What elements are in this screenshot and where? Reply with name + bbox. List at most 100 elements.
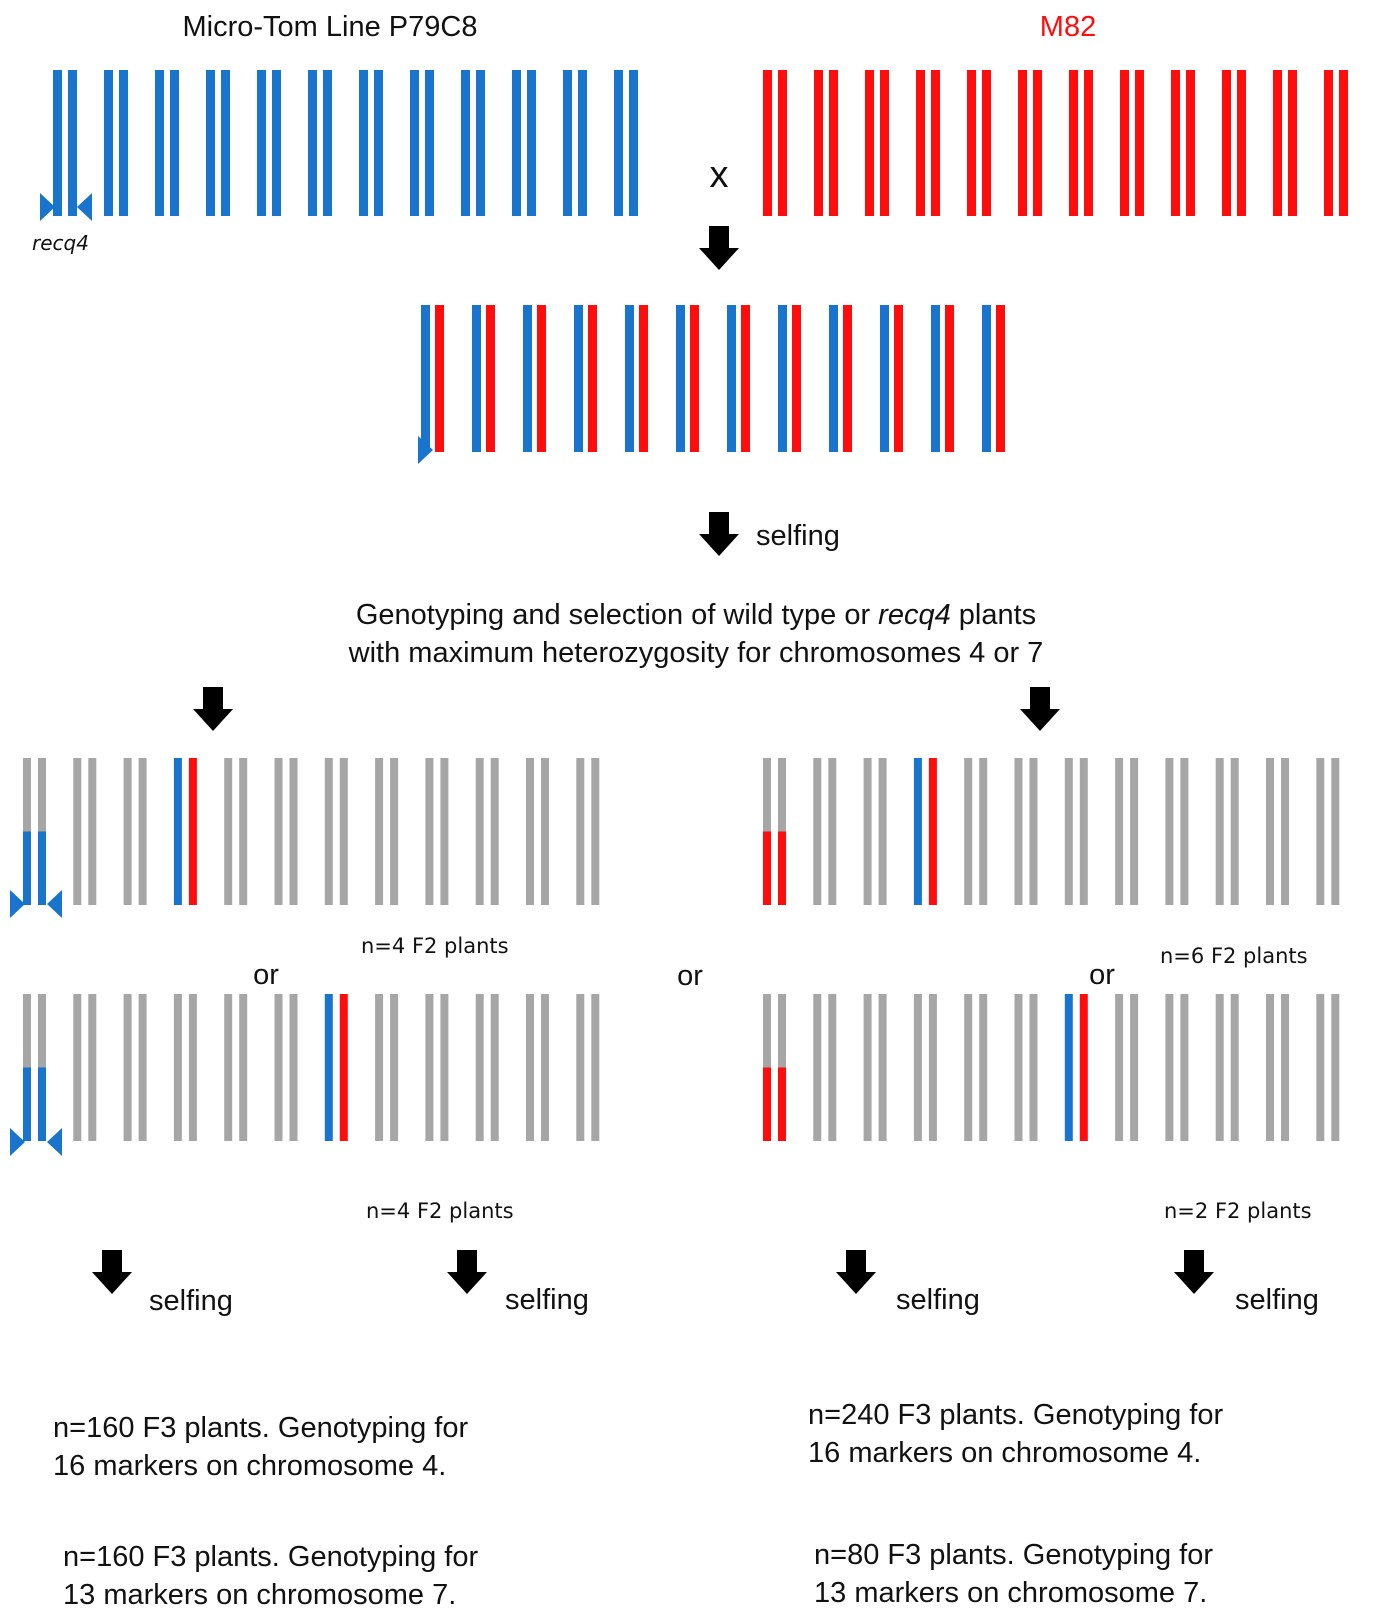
arrow-down-selfing-1 [92, 1250, 132, 1294]
selection-text-part-a: Genotyping and selection of wild type or [356, 599, 878, 631]
chromosome-5-homolog-b [982, 70, 991, 216]
chromosome-6-homolog-a [1014, 758, 1023, 905]
arrow-down-right-selection [1020, 687, 1060, 731]
microtom-parent-title: Micro-Tom Line P79C8 [183, 11, 478, 43]
chromosome-8-homolog-b [1130, 758, 1139, 905]
chromosome-12-homolog-b [591, 994, 600, 1141]
chromosome-2-homolog-a [813, 994, 822, 1141]
chromosome-11-homolog-b [1281, 994, 1289, 1141]
chromosome-3-homolog-a [863, 758, 872, 905]
chromosome-7-homolog-a [1069, 70, 1078, 216]
selection-text-part-b: plants [951, 599, 1036, 631]
chromosome-4-homolog-a [173, 758, 182, 905]
chromosome-4-homolog-a [916, 70, 925, 216]
chromosome-5-homolog-b [239, 758, 248, 905]
chromosome-4-homolog-a [173, 994, 182, 1141]
chromosome-2-homolog-a [73, 758, 82, 905]
f1-hybrid-chromosome-set [421, 305, 1005, 452]
chromosome-2-homolog-a [104, 70, 113, 216]
f3-left-bottom-line1: n=160 F3 plants. Genotyping for [63, 1541, 478, 1573]
or-label-left: or [253, 959, 279, 991]
chromosome-3-homolog-b [537, 305, 546, 452]
f2-bottom-recq4-marker-left-triangle [47, 1128, 62, 1156]
chromosome-1-homolog-b [68, 70, 77, 216]
chromosome-5-homolog-a [625, 305, 634, 452]
chromosome-8-homolog-a [1120, 70, 1129, 216]
f2-recq4-chr7-chromosome-set [23, 994, 600, 1141]
chromosome-3-homolog-a [523, 305, 532, 452]
chromosome-8-homolog-a [410, 70, 419, 216]
chromosome-8-homolog-a [1115, 758, 1124, 905]
chromosome-1-homolog-b-segment-2 [38, 831, 46, 905]
chromosome-5-homolog-a [964, 758, 973, 905]
chromosome-8-homolog-b [425, 70, 434, 216]
chromosome-11-homolog-b [1288, 70, 1297, 216]
chromosome-1-homolog-b-segment-1 [38, 994, 46, 1068]
chromosome-1-homolog-a-segment-1 [23, 758, 31, 832]
chromosome-12-homolog-a [576, 758, 585, 905]
chromosome-1-homolog-a [421, 305, 430, 452]
chromosome-4-homolog-a [574, 305, 583, 452]
chromosome-12-homolog-b [996, 305, 1005, 452]
f2-recq4-chr4-chromosome-set [23, 758, 600, 905]
chromosome-12-homolog-b [1339, 70, 1348, 216]
chromosome-1-homolog-a-segment-1 [763, 758, 771, 832]
chromosome-9-homolog-b [476, 70, 485, 216]
arrow-down-selfing-3 [836, 1250, 876, 1294]
chromosome-11-homolog-b [541, 994, 549, 1141]
chromosome-1-homolog-a-segment-2 [763, 831, 771, 905]
chromosome-10-homolog-b [1230, 994, 1239, 1141]
chromosome-2-homolog-b [829, 70, 838, 216]
selfing-label-3: selfing [896, 1284, 980, 1316]
flow-arrows [92, 226, 1214, 1294]
chromosome-7-homolog-a [324, 994, 333, 1141]
chromosome-8-homolog-b [1135, 70, 1144, 216]
chromosome-12-homolog-a [576, 994, 585, 1141]
chromosome-9-homolog-b [440, 994, 449, 1141]
chromosome-11-homolog-b [945, 305, 954, 452]
f2-left-top-count: n=4 F2 plants [361, 934, 509, 958]
selfing-label-4: selfing [1235, 1284, 1319, 1316]
chromosome-1-homolog-a [763, 70, 772, 216]
chromosome-11-homolog-b [541, 758, 549, 905]
chromosome-4-homolog-b [221, 70, 230, 216]
chromosome-9-homolog-a [425, 758, 434, 905]
chromosome-1-homolog-a-segment-2 [23, 831, 31, 905]
chromosome-2-homolog-a [814, 70, 823, 216]
chromosome-1-homolog-b-segment-1 [778, 758, 786, 832]
f3-right-top-line2: 16 markers on chromosome 4. [808, 1437, 1201, 1469]
f2-wildtype-chr7-chromosome-set [763, 994, 1340, 1141]
chromosome-2-homolog-b [119, 70, 128, 216]
chromosome-12-homolog-b [1331, 758, 1340, 905]
recq4-marker-left-triangle [77, 193, 92, 221]
chromosome-8-homolog-a [778, 305, 787, 452]
cross-symbol: x [710, 154, 729, 196]
chromosome-4-homolog-b [188, 994, 197, 1141]
chromosome-11-homolog-a [1266, 994, 1274, 1141]
f2-right-bottom-count: n=2 F2 plants [1164, 1199, 1312, 1223]
chromosome-6-homolog-b [690, 305, 699, 452]
f3-left-top-line2: 16 markers on chromosome 4. [53, 1450, 446, 1482]
chromosome-11-homolog-b [1281, 758, 1289, 905]
chromosome-10-homolog-b [527, 70, 536, 216]
chromosome-4-homolog-b [931, 70, 940, 216]
chromosome-5-homolog-b [979, 758, 988, 905]
chromosome-5-homolog-b [979, 994, 988, 1141]
chromosome-1-homolog-a-segment-1 [23, 994, 31, 1068]
chromosome-3-homolog-a [155, 70, 164, 216]
chromosome-10-homolog-a [1215, 994, 1224, 1141]
chromosome-5-homolog-a [257, 70, 266, 216]
arrow-down-selfing-4 [1174, 1250, 1214, 1294]
chromosome-11-homolog-a [931, 305, 940, 452]
chromosome-7-homolog-b [1084, 70, 1093, 216]
chromosome-6-homolog-b [289, 994, 298, 1141]
chromosome-6-homolog-b [323, 70, 332, 216]
chromosome-3-homolog-a [123, 758, 132, 905]
selfing-label-1: selfing [149, 1285, 233, 1317]
chromosome-7-homolog-b [741, 305, 750, 452]
chromosome-7-homolog-b [374, 70, 383, 216]
chromosome-5-homolog-a [224, 994, 233, 1141]
chromosome-12-homolog-a [614, 70, 623, 216]
chromosome-6-homolog-a [308, 70, 317, 216]
chromosome-6-homolog-b [1029, 994, 1038, 1141]
